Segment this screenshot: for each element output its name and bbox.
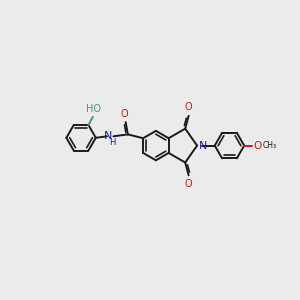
Text: HO: HO (86, 104, 101, 114)
Text: O: O (185, 102, 193, 112)
Text: N: N (104, 131, 112, 141)
Text: O: O (120, 109, 128, 119)
Text: O: O (185, 179, 193, 189)
Text: H: H (109, 138, 116, 147)
Text: O: O (253, 141, 261, 151)
Text: CH₃: CH₃ (262, 141, 277, 150)
Text: N: N (199, 141, 208, 151)
